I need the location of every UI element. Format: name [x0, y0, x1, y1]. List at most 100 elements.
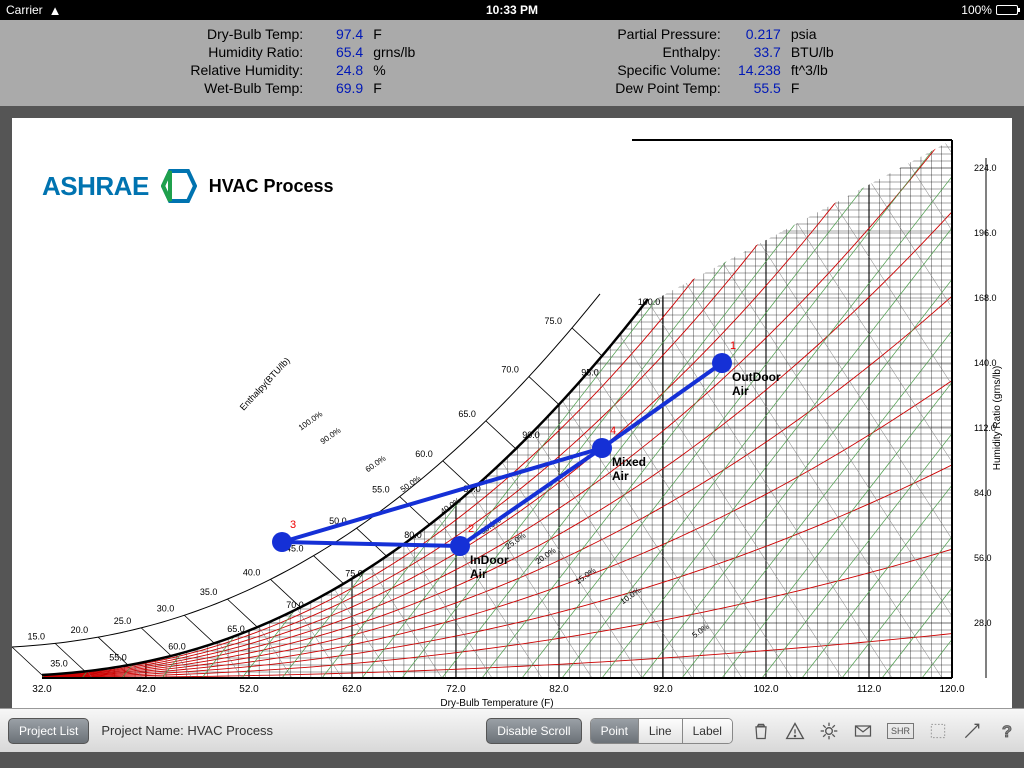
- info-unit: F: [791, 80, 834, 96]
- info-unit: grns/lb: [373, 44, 415, 60]
- info-unit: BTU/lb: [791, 44, 834, 60]
- svg-text:InDoor: InDoor: [470, 553, 509, 567]
- svg-text:40.0: 40.0: [243, 567, 261, 577]
- info-unit: psia: [791, 26, 834, 42]
- svg-text:224.0: 224.0: [974, 163, 997, 173]
- svg-text:28.0: 28.0: [974, 618, 992, 628]
- info-value: 24.8: [313, 62, 363, 78]
- psychrometric-chart[interactable]: ASHRAE HVAC Process 10.015.020.025.030.0…: [12, 118, 1012, 708]
- info-label: Humidity Ratio:: [190, 44, 303, 60]
- project-name-label: Project Name: HVAC Process: [101, 723, 273, 738]
- help-icon[interactable]: ?: [996, 721, 1016, 741]
- segment-line[interactable]: Line: [639, 719, 683, 743]
- select-area-icon[interactable]: [928, 721, 948, 741]
- svg-text:70.0: 70.0: [286, 600, 304, 610]
- disable-scroll-button[interactable]: Disable Scroll: [486, 718, 581, 744]
- svg-text:100.0%: 100.0%: [297, 409, 324, 432]
- svg-text:65.0: 65.0: [458, 409, 476, 419]
- svg-text:65.0: 65.0: [227, 624, 245, 634]
- svg-text:84.0: 84.0: [974, 488, 992, 498]
- psychrometric-info-panel: Dry-Bulb Temp: 97.4 F Humidity Ratio: 65.4 gr…: [0, 20, 1024, 106]
- battery-pct: 100%: [961, 3, 992, 17]
- info-label: Dew Point Temp:: [615, 80, 721, 96]
- svg-text:90.0%: 90.0%: [319, 426, 343, 446]
- svg-text:Mixed: Mixed: [612, 455, 646, 469]
- wifi-icon: ▲: [49, 3, 62, 18]
- svg-text:3: 3: [290, 519, 296, 531]
- svg-text:95.0: 95.0: [581, 368, 599, 378]
- info-value: 33.7: [731, 44, 781, 60]
- svg-text:Air: Air: [732, 384, 749, 398]
- warning-icon[interactable]: [785, 721, 805, 741]
- shr-button[interactable]: SHR: [887, 723, 914, 739]
- svg-text:75.0: 75.0: [345, 569, 363, 579]
- info-label: Enthalpy:: [615, 44, 721, 60]
- segment-point[interactable]: Point: [591, 719, 639, 743]
- svg-text:30.0: 30.0: [157, 603, 175, 613]
- svg-text:35.0: 35.0: [50, 659, 68, 669]
- trash-icon[interactable]: [751, 721, 771, 741]
- svg-text:90.0: 90.0: [522, 430, 540, 440]
- svg-text:75.0: 75.0: [544, 316, 562, 326]
- svg-text:112.0: 112.0: [857, 684, 882, 695]
- svg-text:196.0: 196.0: [974, 228, 997, 238]
- info-value: 55.5: [731, 80, 781, 96]
- toolbar-icons: SHR ?: [751, 721, 1016, 741]
- svg-text:55.0: 55.0: [372, 485, 390, 495]
- svg-text:60.0: 60.0: [415, 449, 433, 459]
- info-value: 65.4: [313, 44, 363, 60]
- svg-text:168.0: 168.0: [974, 293, 997, 303]
- svg-text:?: ?: [1002, 721, 1012, 740]
- status-right: 100%: [681, 3, 1018, 17]
- chart-frame: ASHRAE HVAC Process 10.015.020.025.030.0…: [0, 106, 1024, 708]
- svg-text:OutDoor: OutDoor: [732, 370, 781, 384]
- bottom-toolbar: Project List Project Name: HVAC Process …: [0, 708, 1024, 752]
- info-left-column: Dry-Bulb Temp:97.4FHumidity Ratio:65.4gr…: [190, 26, 415, 96]
- pointer-icon[interactable]: [962, 721, 982, 741]
- svg-text:Enthalpy(BTU/lb): Enthalpy(BTU/lb): [238, 355, 292, 412]
- info-label: Wet-Bulb Temp:: [190, 80, 303, 96]
- svg-text:80.0: 80.0: [404, 530, 422, 540]
- info-unit: %: [373, 62, 415, 78]
- segment-label[interactable]: Label: [683, 719, 732, 743]
- info-label: Relative Humidity:: [190, 62, 303, 78]
- chart-title: HVAC Process: [209, 176, 334, 197]
- info-label: Partial Pressure:: [615, 26, 721, 42]
- ashrae-hex-icon: [161, 168, 197, 204]
- info-value: 97.4: [313, 26, 363, 42]
- svg-text:100.0: 100.0: [638, 297, 661, 307]
- svg-text:50.0%: 50.0%: [399, 474, 423, 494]
- logo-block: ASHRAE HVAC Process: [42, 168, 334, 204]
- svg-text:15.0%: 15.0%: [574, 566, 598, 586]
- gear-icon[interactable]: [819, 721, 839, 741]
- svg-text:1: 1: [730, 340, 736, 352]
- svg-text:15.0: 15.0: [28, 631, 46, 641]
- svg-text:92.0: 92.0: [653, 684, 673, 695]
- svg-text:2: 2: [468, 523, 474, 535]
- info-value: 14.238: [731, 62, 781, 78]
- info-label: Specific Volume:: [615, 62, 721, 78]
- ashrae-logo-text: ASHRAE: [42, 171, 149, 202]
- info-value: 69.9: [313, 80, 363, 96]
- mail-icon[interactable]: [853, 721, 873, 741]
- mode-segmented-control[interactable]: PointLineLabel: [590, 718, 733, 744]
- status-left: Carrier ▲: [6, 3, 343, 18]
- svg-text:32.0: 32.0: [32, 684, 52, 695]
- svg-text:42.0: 42.0: [136, 684, 156, 695]
- svg-text:25.0: 25.0: [114, 616, 132, 626]
- info-right-column: Partial Pressure:0.217psiaEnthalpy:33.7B…: [615, 26, 833, 96]
- info-label: Dry-Bulb Temp:: [190, 26, 303, 42]
- ipad-status-bar: Carrier ▲ 10:33 PM 100%: [0, 0, 1024, 20]
- svg-text:55.0: 55.0: [109, 653, 127, 663]
- svg-text:120.0: 120.0: [939, 684, 964, 695]
- project-list-button[interactable]: Project List: [8, 718, 89, 744]
- svg-text:102.0: 102.0: [753, 684, 778, 695]
- svg-text:60.0%: 60.0%: [364, 454, 388, 474]
- svg-text:52.0: 52.0: [239, 684, 259, 695]
- carrier-label: Carrier: [6, 3, 43, 17]
- chart-svg[interactable]: 10.015.020.025.030.035.040.045.050.055.0…: [12, 118, 1012, 708]
- svg-text:35.0: 35.0: [200, 587, 218, 597]
- svg-text:82.0: 82.0: [549, 684, 569, 695]
- svg-text:Air: Air: [470, 567, 487, 581]
- svg-text:Air: Air: [612, 469, 629, 483]
